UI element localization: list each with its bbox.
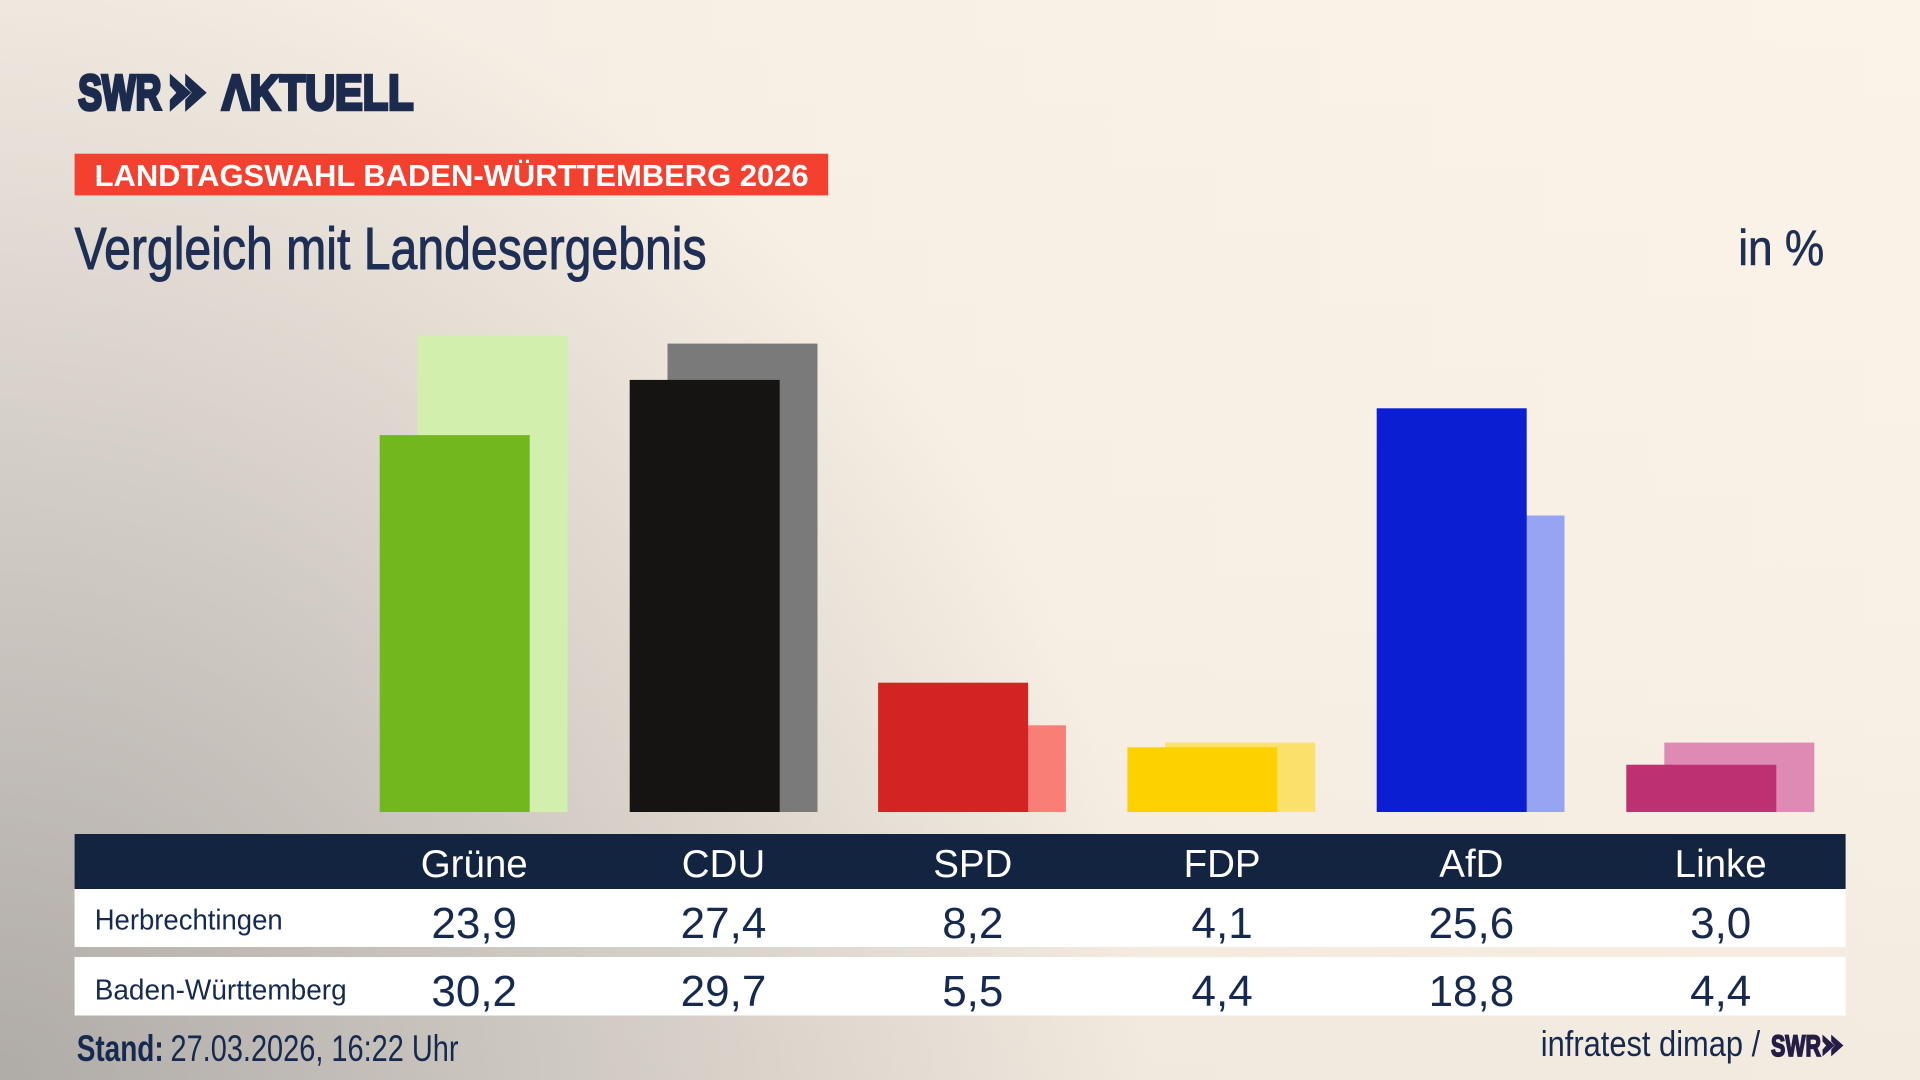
svg-text:Grüne: Grüne (421, 843, 528, 886)
svg-text:3,0: 3,0 (1690, 899, 1751, 948)
svg-text:Baden-Württemberg: Baden-Württemberg (95, 975, 347, 1007)
svg-text:CDU: CDU (682, 843, 765, 886)
svg-text:FDP: FDP (1184, 843, 1261, 886)
svg-text:Vergleich mit Landesergebnis: Vergleich mit Landesergebnis (75, 215, 707, 282)
svg-text:8,2: 8,2 (942, 899, 1003, 948)
svg-text:AfD: AfD (1439, 843, 1503, 886)
svg-text:30,2: 30,2 (431, 967, 517, 1016)
svg-text:4,1: 4,1 (1192, 899, 1253, 948)
svg-text:SPD: SPD (933, 843, 1012, 886)
svg-text:4,4: 4,4 (1192, 967, 1253, 1016)
svg-text:ΛKTUELL: ΛKTUELL (222, 66, 414, 121)
svg-text:infratest dimap /: infratest dimap / (1541, 1023, 1760, 1064)
svg-text:5,5: 5,5 (942, 967, 1003, 1016)
svg-text:SWR: SWR (78, 66, 161, 121)
svg-text:LANDTAGSWAHL BADEN-WÜRTTEMBERG: LANDTAGSWAHL BADEN-WÜRTTEMBERG 2026 (95, 158, 809, 193)
svg-text:23,9: 23,9 (431, 899, 517, 948)
svg-text:in %: in % (1738, 220, 1824, 276)
svg-text:Herbrechtingen: Herbrechtingen (95, 905, 283, 937)
svg-text:18,8: 18,8 (1429, 967, 1515, 1016)
svg-text:29,7: 29,7 (681, 967, 767, 1016)
svg-text:27.03.2026, 16:22 Uhr: 27.03.2026, 16:22 Uhr (171, 1027, 459, 1069)
svg-text:27,4: 27,4 (681, 899, 767, 948)
svg-text:SWR: SWR (1771, 1030, 1821, 1063)
svg-text:4,4: 4,4 (1690, 967, 1751, 1016)
svg-text:Linke: Linke (1675, 843, 1767, 886)
svg-text:25,6: 25,6 (1429, 899, 1515, 948)
svg-text:Stand:: Stand: (77, 1027, 164, 1069)
